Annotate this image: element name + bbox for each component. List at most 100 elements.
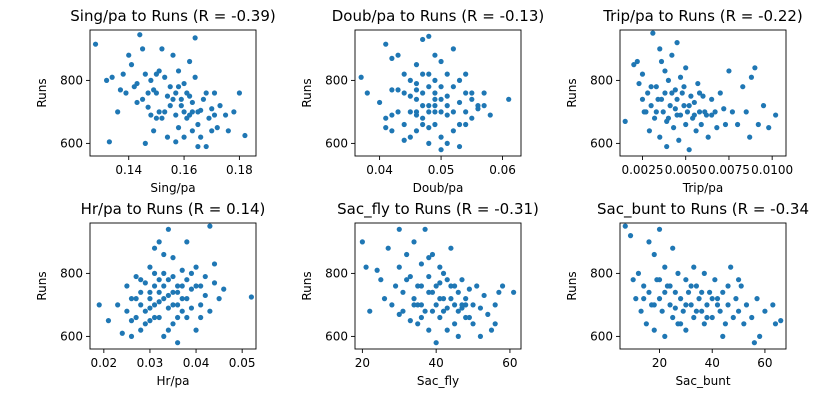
data-point (444, 71, 450, 77)
data-point (147, 264, 153, 270)
data-point (92, 41, 99, 47)
data-point (413, 128, 420, 134)
data-point (466, 314, 472, 321)
data-point (643, 321, 649, 327)
data-point (455, 289, 461, 295)
data-point (138, 302, 144, 308)
data-point (211, 261, 218, 267)
data-point (444, 93, 450, 99)
data-point (709, 112, 715, 118)
data-point (664, 143, 670, 150)
data-point (117, 87, 124, 93)
data-point (653, 84, 659, 90)
data-point (678, 296, 684, 302)
data-point (622, 118, 628, 124)
data-point (187, 93, 193, 99)
x-tick-label: 0.03 (137, 356, 164, 370)
data-point (456, 99, 463, 106)
data-point (743, 109, 749, 115)
data-point (156, 277, 162, 283)
x-tick-label: 0.04 (366, 163, 393, 177)
data-point (683, 277, 689, 283)
data-point (170, 273, 176, 280)
data-point (404, 277, 410, 283)
data-point (128, 296, 135, 302)
data-point (411, 302, 417, 308)
data-point (383, 115, 389, 121)
plot-area (89, 222, 257, 350)
data-point (137, 32, 143, 38)
chart-title: Doub/pa to Runs (R = -0.13) (332, 7, 545, 25)
data-point (119, 330, 125, 336)
data-point (671, 125, 677, 131)
data-point (712, 109, 718, 115)
data-point (184, 115, 190, 121)
data-point (389, 128, 395, 134)
x-tick-label: 0.0100 (751, 163, 793, 177)
data-point (432, 52, 438, 58)
data-point (389, 55, 395, 61)
data-point (156, 299, 162, 305)
y-tick-label: 600 (325, 136, 348, 150)
data-point (364, 90, 370, 96)
x-tick-label: 0.0025 (621, 163, 663, 177)
data-point (151, 245, 158, 251)
data-point (105, 318, 112, 324)
data-point (133, 273, 139, 280)
data-point (396, 264, 402, 270)
data-point (395, 52, 401, 58)
data-point (725, 302, 731, 308)
data-point (651, 115, 658, 121)
data-point (437, 280, 443, 286)
data-point (151, 302, 158, 308)
data-point (142, 71, 148, 77)
data-point (485, 311, 491, 317)
data-point (231, 109, 237, 115)
data-point (165, 327, 171, 333)
data-point (222, 112, 229, 118)
data-point (188, 270, 195, 276)
data-point (383, 125, 389, 131)
x-tick-label: 40 (429, 356, 444, 370)
data-point (717, 308, 723, 314)
data-point (211, 280, 218, 286)
data-point (659, 308, 665, 314)
data-point (133, 314, 139, 321)
data-point (170, 255, 176, 261)
data-point (456, 121, 463, 128)
data-point (683, 302, 689, 308)
data-point (413, 112, 420, 118)
data-point (492, 321, 498, 327)
data-point (450, 109, 456, 115)
data-point (651, 327, 657, 333)
data-point (389, 302, 395, 308)
chart-panel-5: 20 40 60 600 800 Sac_fly to Runs (R = -0.31) S… (300, 200, 539, 388)
data-point (656, 296, 663, 302)
data-point (701, 270, 707, 276)
data-point (124, 308, 130, 314)
data-point (134, 99, 140, 106)
data-point (400, 289, 406, 295)
data-point (151, 128, 157, 134)
data-point (675, 270, 681, 276)
data-point (124, 283, 130, 289)
data-point (209, 106, 215, 112)
data-point (450, 46, 456, 52)
data-point (363, 264, 369, 270)
data-point (221, 286, 227, 292)
data-point (683, 121, 689, 128)
data-point (179, 267, 185, 273)
data-point (173, 139, 179, 145)
data-point (217, 103, 223, 109)
data-point (438, 58, 444, 65)
data-point (755, 121, 761, 128)
data-point (657, 134, 663, 140)
data-point (404, 251, 410, 258)
data-point (147, 305, 153, 311)
data-point (691, 99, 697, 106)
data-point (475, 106, 481, 112)
data-point (156, 109, 162, 115)
data-point (426, 71, 432, 77)
data-point (696, 90, 703, 96)
